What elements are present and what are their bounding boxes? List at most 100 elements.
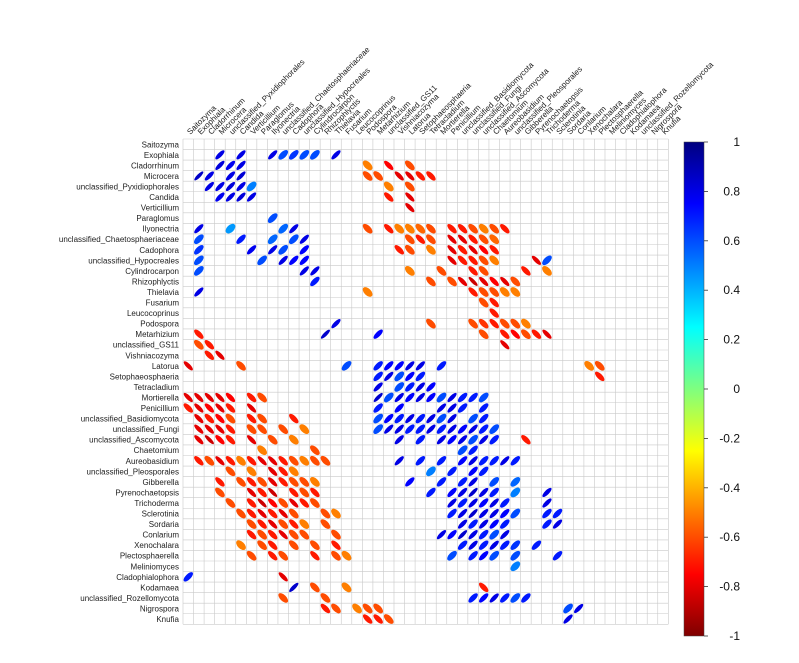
correlation-ellipse [405,424,415,434]
correlation-ellipse [215,181,225,192]
correlation-ellipse [415,424,426,434]
correlation-ellipse [479,551,489,561]
correlation-ellipse [225,192,236,202]
correlation-ellipse [468,551,478,561]
correlation-ellipse [521,329,531,340]
correlation-ellipse [373,424,384,434]
correlation-ellipse [479,487,489,498]
correlation-ellipse [436,530,447,540]
correlation-ellipse [457,508,468,519]
correlation-ellipse [415,234,426,244]
correlation-ellipse [479,498,489,508]
correlation-ellipse [310,445,320,456]
row-label: Metarhizium [135,330,179,339]
correlation-ellipse [436,435,447,445]
correlation-ellipse [288,540,299,551]
correlation-ellipse [267,540,278,550]
correlation-ellipse [489,308,499,318]
correlation-ellipse [310,266,320,276]
correlation-ellipse [183,572,193,582]
correlation-ellipse [457,424,468,434]
correlation-ellipse [331,529,341,540]
row-label: unclassified_Pyxidiophorales [76,182,179,191]
correlation-ellipse [288,477,299,487]
correlation-ellipse [489,223,500,234]
correlation-ellipse [478,234,489,245]
correlation-ellipse [447,234,457,244]
correlation-ellipse [584,360,595,371]
correlation-ellipse [194,413,204,424]
correlation-ellipse [257,487,267,498]
correlation-ellipse [246,477,257,487]
correlation-ellipse [194,244,204,255]
correlation-ellipse [468,477,478,487]
correlation-ellipse [447,498,457,508]
correlation-ellipses [183,149,605,624]
correlation-ellipse [552,508,563,519]
correlation-ellipse [246,413,257,424]
correlation-ellipse [531,329,542,339]
correlation-ellipse [288,234,299,245]
correlation-ellipse [458,530,468,540]
correlation-ellipse [426,244,436,255]
correlation-ellipse [268,456,278,466]
correlation-ellipse [193,339,204,350]
colorbar-tick-label: 0.2 [723,333,740,347]
correlation-ellipse [489,245,499,255]
correlation-ellipse [384,371,394,381]
correlation-ellipse [225,498,236,508]
row-label: Cylindrocarpon [125,267,179,276]
correlation-ellipse [468,466,478,476]
correlation-ellipse [193,266,204,276]
correlation-ellipse [447,435,457,445]
correlation-ellipse [457,540,468,550]
correlation-ellipse [194,287,204,297]
correlation-ellipse [257,540,267,551]
correlation-ellipse [405,192,415,202]
correlation-ellipse [468,540,478,550]
correlation-ellipse [468,287,478,297]
correlation-ellipse [457,234,468,244]
correlation-ellipse [447,413,457,424]
correlation-ellipse [236,192,246,202]
correlation-ellipse [489,287,500,297]
correlation-ellipse [457,392,468,403]
correlation-ellipse [267,508,278,519]
correlation-ellipse [288,529,299,540]
correlation-ellipse [246,508,257,519]
colorbar-tick-label: -0.4 [719,481,740,495]
correlation-ellipse [341,360,352,371]
correlation-ellipse [447,255,457,265]
correlation-ellipse [278,466,288,477]
correlation-ellipse [257,529,267,540]
correlation-ellipse [405,371,415,382]
correlation-ellipse [489,255,500,266]
correlation-ellipse [436,403,447,413]
correlation-ellipse [468,266,478,276]
correlation-ellipse [468,424,478,434]
correlation-ellipse [436,413,447,424]
correlation-ellipse [331,319,341,329]
correlation-ellipse [225,160,236,170]
correlation-ellipse [268,519,278,529]
row-label: unclassified_GS11 [113,341,180,350]
correlation-ellipse [384,223,394,234]
row-label: unclassified_Pleosporales [87,467,180,476]
correlation-ellipse [489,434,499,445]
correlation-ellipse [436,361,447,371]
correlation-ellipse [595,371,605,382]
correlation-ellipse [225,403,236,413]
correlation-ellipse [373,329,383,339]
correlation-ellipse [268,487,278,497]
correlation-ellipse [331,603,341,614]
correlation-ellipse [426,234,436,245]
correlation-ellipse [447,466,457,477]
correlation-ellipse [405,382,415,392]
correlation-ellipse [278,550,289,561]
correlation-ellipse [478,266,489,276]
correlation-ellipse [468,456,478,466]
row-label: unclassified_Ascomycota [89,436,179,445]
correlation-ellipse [457,435,468,445]
correlation-ellipse [194,329,204,339]
